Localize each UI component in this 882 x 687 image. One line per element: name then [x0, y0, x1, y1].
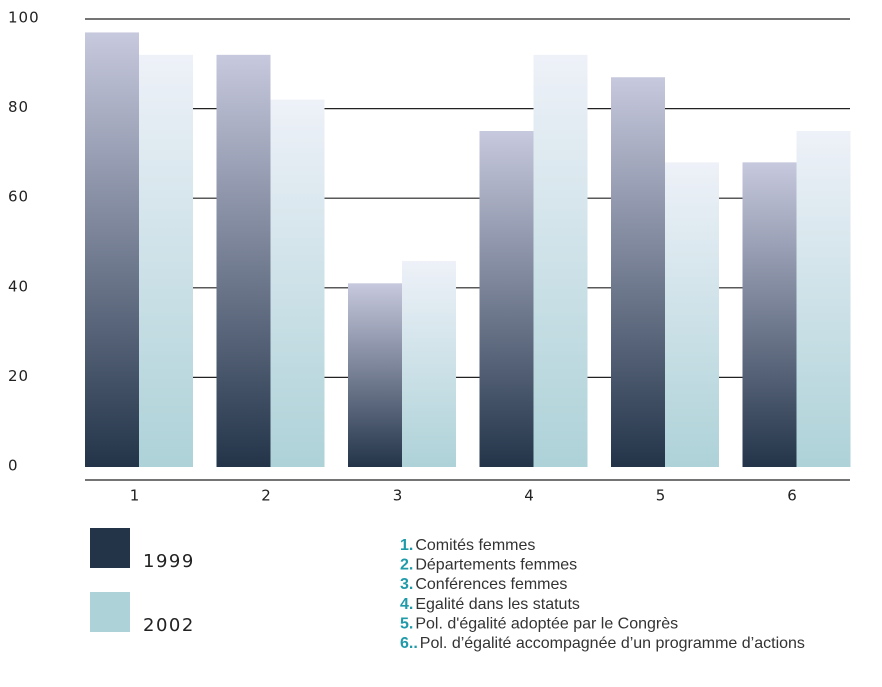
note-text: Comités femmes [415, 537, 535, 554]
note: 3. Conférences femmes [400, 576, 567, 593]
y-tick-label: 40 [8, 277, 29, 295]
note-text: Pol. d’égalité accompagnée d’un programm… [420, 635, 805, 652]
note: 4. Egalité dans les statuts [400, 596, 580, 613]
note: 2. Départements femmes [400, 557, 577, 574]
note-text: Départements femmes [415, 557, 577, 574]
y-tick-label: 20 [8, 367, 29, 385]
note-number: 2. [400, 557, 413, 574]
note: 1. Comités femmes [400, 537, 535, 554]
bar [348, 283, 402, 467]
note-number: 1. [400, 537, 413, 554]
x-tick-label: 3 [393, 487, 404, 505]
legend-label: 2002 [143, 615, 195, 636]
bar [796, 131, 851, 467]
legend-label: 1999 [143, 551, 195, 572]
bar [270, 99, 325, 467]
note: 6.. Pol. d’égalité accompagnée d’un progr… [400, 635, 805, 652]
x-tick-label: 2 [261, 487, 272, 505]
note-text: Conférences femmes [415, 576, 567, 593]
note-number: 5. [400, 616, 413, 633]
x-tick-label: 1 [130, 487, 141, 505]
x-tick-label: 6 [787, 487, 798, 505]
y-tick-label: 80 [8, 98, 29, 116]
y-tick-label: 60 [8, 188, 29, 206]
note-number: 6.. [400, 635, 418, 652]
y-tick-label: 0 [8, 457, 19, 475]
note-text: Egalité dans les statuts [415, 596, 580, 613]
bar [402, 260, 456, 467]
note-text: Pol. d'égalité adoptée par le Congrès [415, 616, 678, 633]
legend-swatch [90, 592, 130, 632]
x-tick-label: 4 [524, 487, 535, 505]
bar [611, 77, 665, 468]
bar [665, 162, 719, 468]
bar [139, 54, 193, 468]
note-number: 4. [400, 596, 413, 613]
bar [85, 32, 139, 467]
x-tick-label: 5 [656, 487, 667, 505]
legend-swatch [90, 528, 130, 568]
bar [533, 54, 588, 468]
bar [479, 131, 534, 467]
y-tick-label: 100 [8, 9, 40, 27]
bar [742, 162, 797, 468]
bar [216, 54, 271, 468]
note: 5. Pol. d'égalité adoptée par le Congrès [400, 616, 678, 633]
note-number: 3. [400, 576, 413, 593]
